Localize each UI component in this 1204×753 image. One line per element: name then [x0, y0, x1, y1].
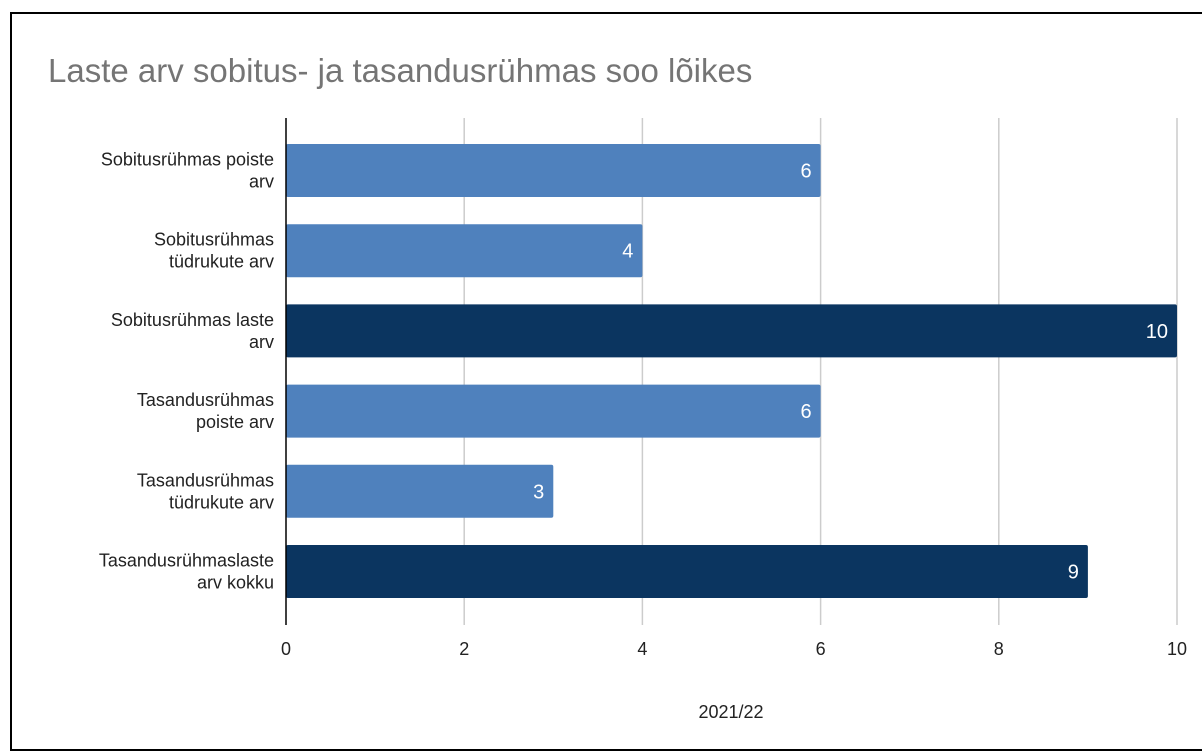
- bar: [286, 144, 821, 197]
- category-label-line: Tasandusrühmas: [137, 390, 274, 410]
- category-label-line: Sobitusrühmas laste: [111, 310, 274, 330]
- category-label-line: Sobitusrühmas poiste: [101, 150, 274, 170]
- x-tick-label: 2: [459, 639, 469, 659]
- bar: [286, 464, 554, 518]
- category-label-line: arv kokku: [197, 573, 274, 593]
- category-label-line: tüdrukute arv: [169, 252, 274, 272]
- category-label: Tasandusrühmas tüdrukute arv: [137, 470, 274, 512]
- category-label: Sobitusrühmas tüdrukute arv: [154, 230, 274, 272]
- category-label-line: Tasandusrühmaslaste: [99, 551, 274, 571]
- category-label: Sobitusrühmas laste arv: [111, 310, 274, 352]
- category-label-line: arv: [249, 172, 274, 192]
- x-tick-label: 8: [994, 639, 1004, 659]
- bar: [286, 304, 1177, 358]
- chart-frame: [10, 12, 1202, 751]
- bar-value-label: 6: [800, 161, 811, 183]
- category-label-line: arv: [249, 332, 274, 352]
- bar-value-label: 3: [533, 481, 544, 503]
- category-label-line: poiste arv: [196, 412, 274, 432]
- category-label: Tasandusrühmas poiste arv: [137, 390, 274, 432]
- category-label-line: Sobitusrühmas: [154, 230, 274, 250]
- bar: [286, 384, 821, 438]
- x-tick-label: 10: [1167, 639, 1187, 659]
- category-label-line: Tasandusrühmas: [137, 470, 274, 490]
- grid-lines: [463, 118, 1178, 625]
- category-label: Tasandusrühmaslaste arv kokku: [99, 551, 274, 593]
- bar-value-label: 10: [1146, 321, 1168, 343]
- chart-title: Laste arv sobitus- ja tasandusrühmas soo…: [48, 52, 753, 89]
- x-tick-label: 4: [637, 639, 647, 659]
- bar: [286, 545, 1088, 598]
- x-tick-label: 6: [816, 639, 826, 659]
- bars: [286, 144, 1177, 598]
- category-label-line: tüdrukute arv: [169, 492, 274, 512]
- bar: [286, 224, 643, 278]
- bar-value-label: 9: [1068, 562, 1079, 584]
- bar-value-label: 4: [622, 241, 633, 263]
- x-axis-title: 2021/22: [698, 702, 763, 722]
- x-tick-label: 0: [281, 639, 291, 659]
- category-label: Sobitusrühmas poiste arv: [101, 150, 274, 192]
- bar-value-label: 6: [800, 401, 811, 423]
